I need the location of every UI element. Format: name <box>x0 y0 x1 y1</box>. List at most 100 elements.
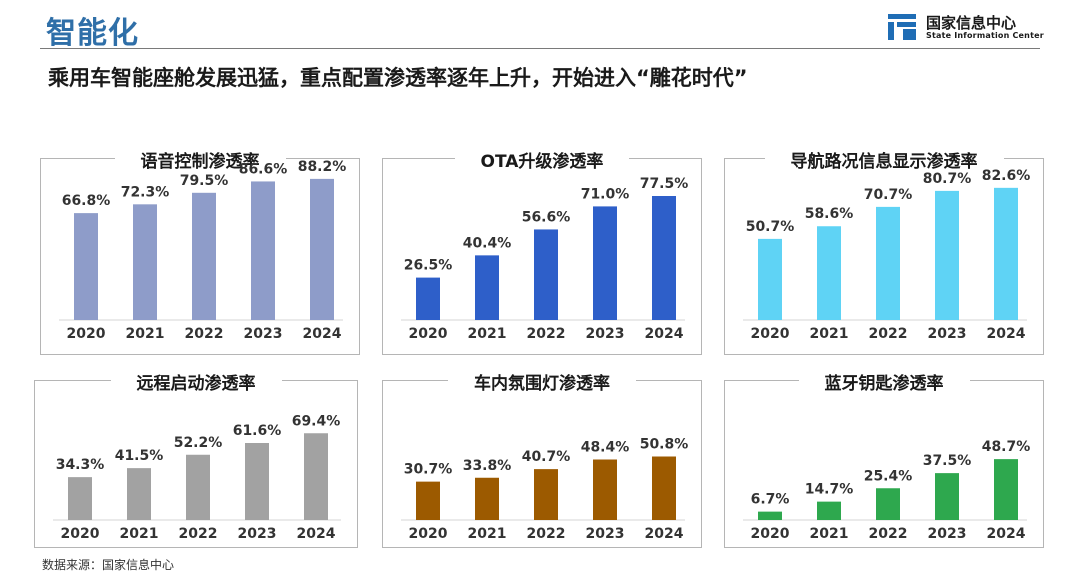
bar-2021 <box>817 501 841 520</box>
chart-voice-control: 66.8% 2020 72.3% 2021 79.5% 2022 86.6% 2023 88.2… <box>59 159 347 342</box>
chart-ota: 26.5% 2020 40.4% 2021 56.6% 2022 71.0% 2023 77.5… <box>401 176 689 342</box>
chart-panel-remote-start: 远程启动渗透率 34.3% 2020 41.5% 2021 52.2% 2022 61.6%… <box>34 374 358 548</box>
bar-2020 <box>416 277 440 320</box>
x-tick-label: 2020 <box>67 326 106 342</box>
data-label: 52.2% <box>174 435 223 451</box>
data-label: 48.7% <box>982 439 1031 455</box>
x-tick-label: 2020 <box>409 526 448 542</box>
data-label: 37.5% <box>923 453 972 469</box>
data-label: 61.6% <box>233 423 282 439</box>
data-label: 80.7% <box>923 171 972 187</box>
chart-title: 远程启动渗透率 <box>110 374 282 394</box>
x-tick-label: 2024 <box>987 326 1026 342</box>
bar-2021 <box>127 468 151 520</box>
data-label: 77.5% <box>640 176 689 192</box>
data-label: 69.4% <box>292 413 341 429</box>
x-tick-label: 2024 <box>987 526 1026 542</box>
bar-2020 <box>758 238 782 320</box>
page-headline: 乘用车智能座舱发展迅猛，重点配置渗透率逐年上升，开始进入“雕花时代” <box>48 66 748 90</box>
data-label: 82.6% <box>982 168 1031 184</box>
chart-ambient-light: 30.7% 2020 33.8% 2021 40.7% 2022 48.4% 2023 50.8… <box>401 437 689 542</box>
bar-2021 <box>475 255 499 320</box>
header-divider <box>40 48 1040 49</box>
x-tick-label: 2024 <box>645 326 684 342</box>
state-information-center-logo: 国家信息中心 State Information Center <box>888 12 1048 46</box>
sic-logo-icon <box>888 14 916 40</box>
chart-navigation: 50.7% 2020 58.6% 2021 70.7% 2022 80.7% 2023 82.6… <box>743 168 1031 342</box>
bar-2022 <box>534 469 558 520</box>
x-tick-label: 2023 <box>238 526 277 542</box>
bar-2021 <box>475 477 499 520</box>
x-tick-label: 2021 <box>468 526 507 542</box>
chart-panel-navigation: 导航路况信息显示渗透率 50.7% 2020 58.6% 2021 70.7% 2022 8… <box>724 152 1044 355</box>
data-label: 88.2% <box>298 159 347 175</box>
bar-2021 <box>817 226 841 320</box>
x-tick-label: 2023 <box>586 526 625 542</box>
bar-2021 <box>133 204 157 320</box>
logo-chinese-name: 国家信息中心 <box>926 14 1017 32</box>
data-label: 66.8% <box>62 193 111 209</box>
bar-2022 <box>876 206 900 320</box>
data-label: 30.7% <box>404 462 453 478</box>
x-tick-label: 2022 <box>185 326 224 342</box>
data-label: 40.7% <box>522 449 571 465</box>
bar-2020 <box>416 481 440 520</box>
data-label: 71.0% <box>581 186 630 202</box>
logo-english-name: State Information Center <box>926 31 1044 40</box>
chart-title: 导航路况信息显示渗透率 <box>764 152 1004 172</box>
x-tick-label: 2022 <box>869 326 908 342</box>
x-tick-label: 2023 <box>244 326 283 342</box>
x-tick-label: 2021 <box>126 326 165 342</box>
bar-2024 <box>994 187 1018 320</box>
x-tick-label: 2021 <box>810 326 849 342</box>
data-label: 6.7% <box>751 492 790 508</box>
chart-panel-ota: OTA升级渗透率 26.5% 2020 40.4% 2021 56.6% 2022 71.0… <box>382 152 702 355</box>
chart-title: 语音控制渗透率 <box>114 152 286 172</box>
bar-2023 <box>935 473 959 520</box>
data-source-note: 数据来源：国家信息中心 <box>42 558 175 572</box>
bar-2024 <box>304 433 328 520</box>
bar-2020 <box>68 477 92 520</box>
data-label: 48.4% <box>581 440 630 456</box>
data-label: 72.3% <box>121 184 170 200</box>
bar-2023 <box>593 459 617 520</box>
section-title: 智能化 <box>46 16 139 51</box>
data-label: 25.4% <box>864 468 913 484</box>
x-tick-label: 2022 <box>527 326 566 342</box>
x-tick-label: 2020 <box>751 526 790 542</box>
x-tick-label: 2020 <box>751 326 790 342</box>
data-label: 86.6% <box>239 161 288 177</box>
data-label: 14.7% <box>805 482 854 498</box>
data-label: 26.5% <box>404 258 453 274</box>
bar-2022 <box>186 454 210 520</box>
x-tick-label: 2021 <box>468 326 507 342</box>
chart-title: 车内氛围灯渗透率 <box>448 374 636 394</box>
x-tick-label: 2023 <box>928 526 967 542</box>
x-tick-label: 2023 <box>928 326 967 342</box>
x-tick-label: 2020 <box>61 526 100 542</box>
data-label: 41.5% <box>115 448 164 464</box>
data-label: 40.4% <box>463 235 512 251</box>
bar-2022 <box>192 192 216 320</box>
bar-2022 <box>534 229 558 320</box>
chart-panel-bluetooth-key: 蓝牙钥匙渗透率 6.7% 2020 14.7% 2021 25.4% 2022 37.5% 2… <box>724 374 1044 548</box>
x-tick-label: 2022 <box>179 526 218 542</box>
chart-title: 蓝牙钥匙渗透率 <box>798 374 970 394</box>
data-label: 34.3% <box>56 457 105 473</box>
data-label: 70.7% <box>864 187 913 203</box>
data-label: 50.8% <box>640 437 689 453</box>
bar-2024 <box>652 456 676 520</box>
bar-2023 <box>593 206 617 320</box>
x-tick-label: 2024 <box>645 526 684 542</box>
x-tick-label: 2021 <box>120 526 159 542</box>
chart-bluetooth-key: 6.7% 2020 14.7% 2021 25.4% 2022 37.5% 2023 48.7%… <box>743 439 1031 542</box>
bar-2020 <box>758 511 782 520</box>
data-label: 50.7% <box>746 219 795 235</box>
bar-2024 <box>652 196 676 320</box>
bar-2024 <box>994 459 1018 520</box>
data-label: 79.5% <box>180 173 229 189</box>
data-label: 56.6% <box>522 209 571 225</box>
x-tick-label: 2021 <box>810 526 849 542</box>
x-tick-label: 2020 <box>409 326 448 342</box>
bar-2023 <box>251 181 275 320</box>
